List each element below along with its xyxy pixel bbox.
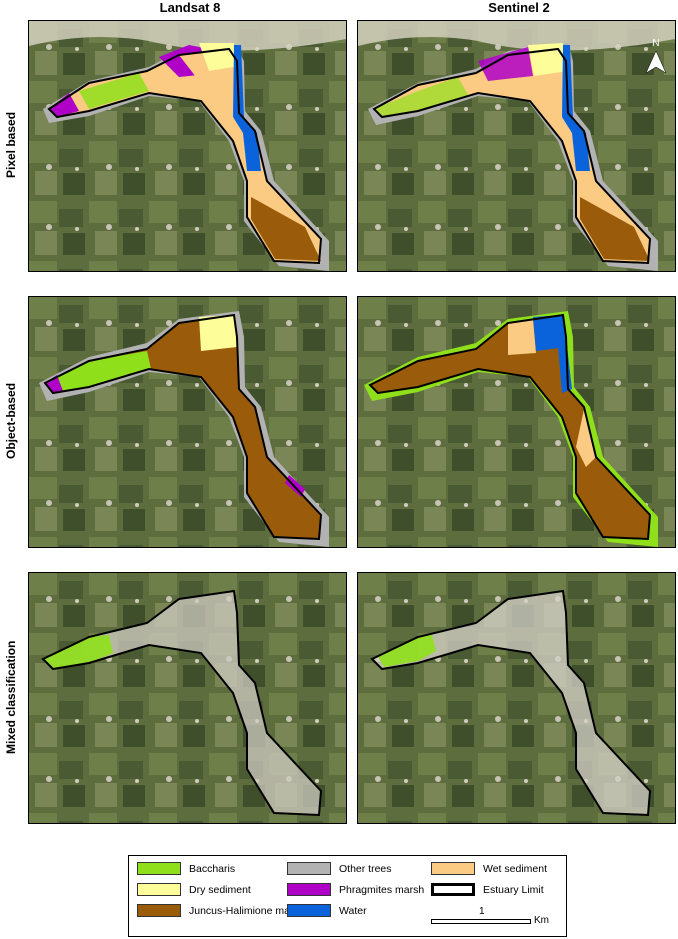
legend-label: Water (339, 904, 367, 917)
row-title-mixed: Mixed classification (4, 640, 18, 754)
legend-swatch-phragmites (287, 883, 331, 896)
map-sentinel-object (357, 296, 676, 548)
north-arrow-icon: N (645, 38, 667, 74)
legend-item-water: Water (287, 904, 367, 917)
map-landsat-object (28, 296, 347, 548)
legend-item-wet-sediment: Wet sediment (431, 862, 547, 875)
map-landsat-pixel (28, 20, 347, 272)
legend-swatch-juncus (137, 904, 181, 917)
map-landsat-mixed (28, 572, 347, 824)
legend-item-dry-sediment: Dry sediment (137, 883, 251, 896)
legend-label: Other trees (339, 862, 392, 875)
legend-swatch-baccharis (137, 862, 181, 875)
legend-label: Dry sediment (189, 883, 251, 896)
column-title-sentinel: Sentinel 2 (488, 0, 550, 15)
row-title-object: Object-based (4, 382, 18, 460)
scale-bar-line (431, 919, 531, 924)
legend-item-baccharis: Baccharis (137, 862, 235, 875)
north-label: N (652, 38, 659, 49)
map-legend: Baccharis Dry sediment Juncus-Halimione … (128, 855, 567, 937)
legend-item-phragmites: Phragmites marsh (287, 883, 424, 896)
column-title-landsat: Landsat 8 (159, 0, 221, 15)
legend-label: Wet sediment (483, 862, 547, 875)
legend-item-other-trees: Other trees (287, 862, 392, 875)
legend-label: Baccharis (189, 862, 236, 875)
legend-label: Estuary Limit (483, 883, 544, 896)
legend-item-juncus: Juncus-Halimione marsh (137, 904, 305, 917)
scale-bar: 1 Km (431, 906, 556, 929)
map-sentinel-mixed (357, 572, 676, 824)
legend-label: Phragmites marsh (339, 883, 425, 896)
legend-swatch-water (287, 904, 331, 917)
scale-unit: Km (534, 915, 549, 926)
legend-swatch-wet-sediment (431, 862, 475, 875)
map-sentinel-pixel: N (357, 20, 676, 272)
legend-label: Juncus-Halimione marsh (189, 904, 305, 917)
legend-swatch-estuary-limit (431, 883, 475, 896)
legend-swatch-other-trees (287, 862, 331, 875)
scale-value: 1 (479, 906, 485, 917)
legend-swatch-dry-sediment (137, 883, 181, 896)
row-title-pixel: Pixel based (4, 111, 18, 179)
legend-item-estuary-limit: Estuary Limit (431, 883, 544, 896)
